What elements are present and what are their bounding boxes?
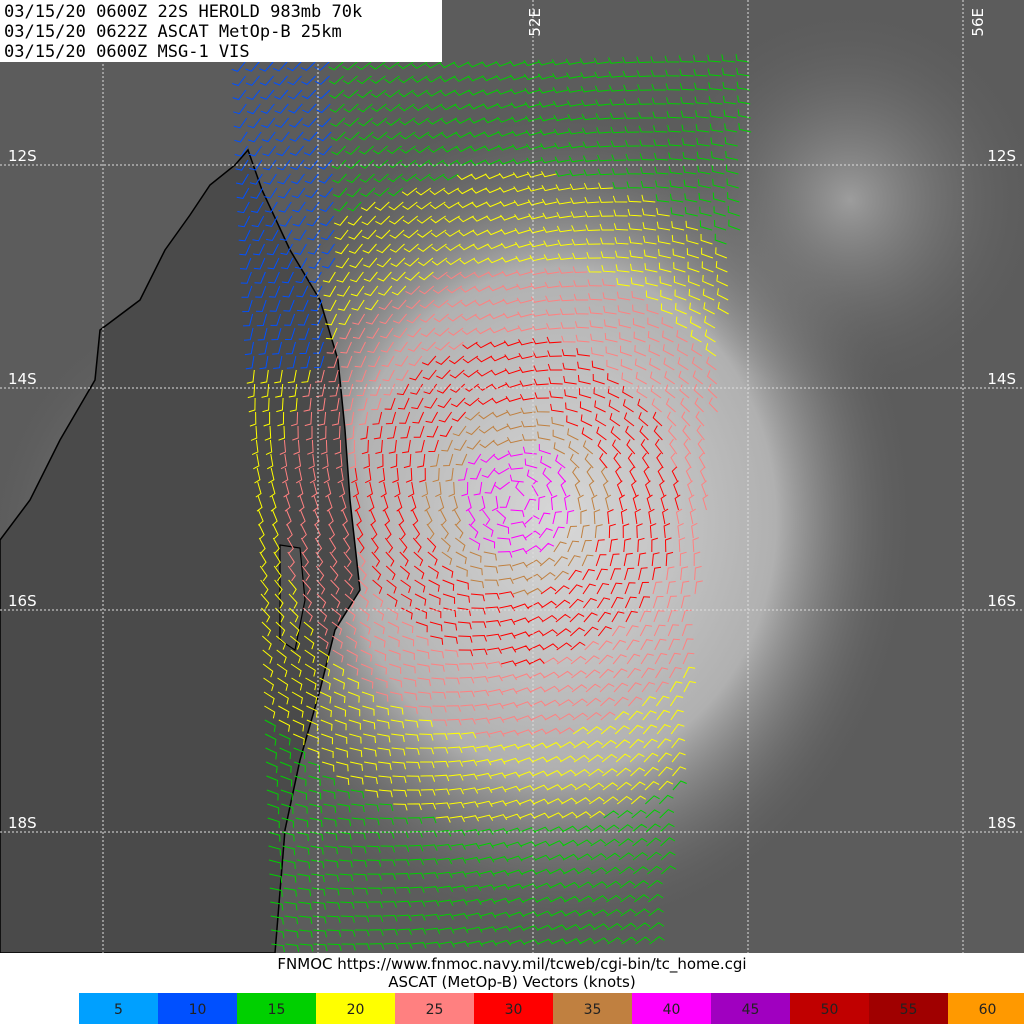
legend-swatch [474,993,553,1024]
lat-lon-grid: 12S 12S 14S 14S 16S 16S 18S 18S 52E 56E [0,0,1024,953]
coastline [0,148,361,954]
color-legend: 5 10 15 20 25 30 35 40 45 50 55 60 [79,993,1024,1024]
legend-label: 60 [979,1002,997,1018]
wind-barb-group [279,266,718,738]
lat-label: 12S [8,147,37,165]
legend-label: 50 [821,1002,839,1018]
footer-caption: ASCAT (MetOp-B) Vectors (knots) [388,973,635,991]
legend-label: 25 [426,1002,444,1018]
lon-label: 52E [526,8,544,37]
legend-label: 35 [584,1002,602,1018]
legend-swatch [711,993,790,1024]
wind-barb-group [458,443,575,558]
legend-swatch [790,993,869,1024]
cloud-band [650,0,1024,400]
legend-label: 30 [505,1002,523,1018]
lat-label: 16S [8,592,37,610]
legend-swatch [79,993,158,1024]
legend-swatch [948,993,1024,1024]
wind-barb-group [264,54,752,953]
wind-barb-group [231,61,336,370]
legend-label: 5 [114,1002,123,1018]
legend-swatch [553,993,632,1024]
header-line: 03/15/20 0600Z MSG-1 VIS [4,42,250,62]
lat-label: 18S [8,814,37,832]
legend-label: 10 [189,1002,207,1018]
lat-label: 18S [987,814,1016,832]
legend-label: 20 [347,1002,365,1018]
legend-label: 40 [663,1002,681,1018]
header-line: 03/15/20 0622Z ASCAT MetOp-B 25km [4,22,342,42]
header-line: 03/15/20 0600Z 22S HEROLD 983mb 70k [4,2,362,22]
wind-barb-group [351,336,681,667]
lat-label: 14S [8,370,37,388]
wind-barb-group [246,171,729,823]
legend-swatch [395,993,474,1024]
legend-label: 45 [742,1002,760,1018]
lat-label: 12S [987,147,1016,165]
legend-swatch [632,993,711,1024]
legend-swatch [237,993,316,1024]
footer-source: FNMOC https://www.fnmoc.navy.mil/tcweb/c… [277,955,746,974]
lon-label: 56E [969,8,987,37]
legend-swatch [158,993,237,1024]
legend-label: 55 [900,1002,918,1018]
legend-swatch [869,993,948,1024]
lat-label: 16S [987,592,1016,610]
wind-barb-group [421,405,612,596]
legend-label: 15 [268,1002,286,1018]
lat-label: 14S [987,370,1016,388]
legend-swatch [316,993,395,1024]
header-box [0,0,442,62]
wind-vectors [231,54,752,953]
